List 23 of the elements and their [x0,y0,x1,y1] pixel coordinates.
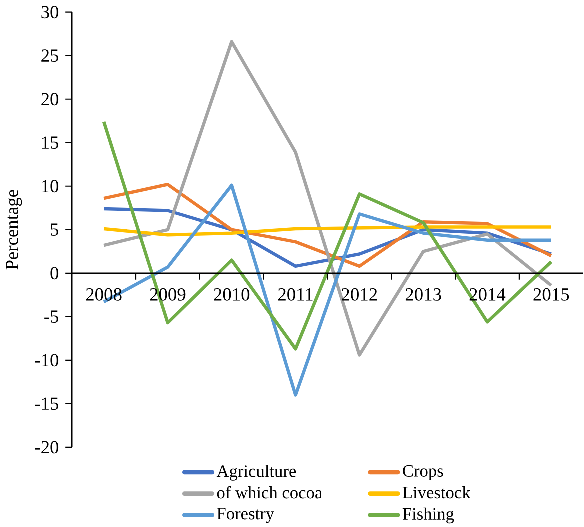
y-tick-label: 30 [42,6,59,19]
y-tick-label: 15 [42,136,59,150]
y-tick-label: 10 [42,180,59,193]
y-tick-label: -15 [35,398,59,410]
y-tick-label: 5 [51,224,59,236]
y-tick-label: -5 [44,310,59,324]
legend-label: of which cocoa [217,486,322,499]
y-axis-title: Percentage [6,190,22,270]
legend-label: Crops [403,465,444,481]
legend-label: Agriculture [216,465,296,481]
y-tick-label: 20 [42,93,59,106]
y-tick-label: 0 [50,267,59,280]
x-tick-label: 2015 [534,288,570,301]
x-tick-label: 2010 [214,288,250,301]
x-tick-label: 2012 [342,288,378,301]
y-tick-label: 25 [42,50,59,62]
y-tick-label: -10 [35,354,59,367]
y-tick-label: -20 [35,441,59,454]
legend-label: Forestry [217,508,274,524]
legend-label: Fishing [402,508,454,524]
legend-label: Livestock [402,486,471,499]
x-tick-label: 2013 [406,288,442,301]
x-tick-label: 2011 [278,288,313,301]
